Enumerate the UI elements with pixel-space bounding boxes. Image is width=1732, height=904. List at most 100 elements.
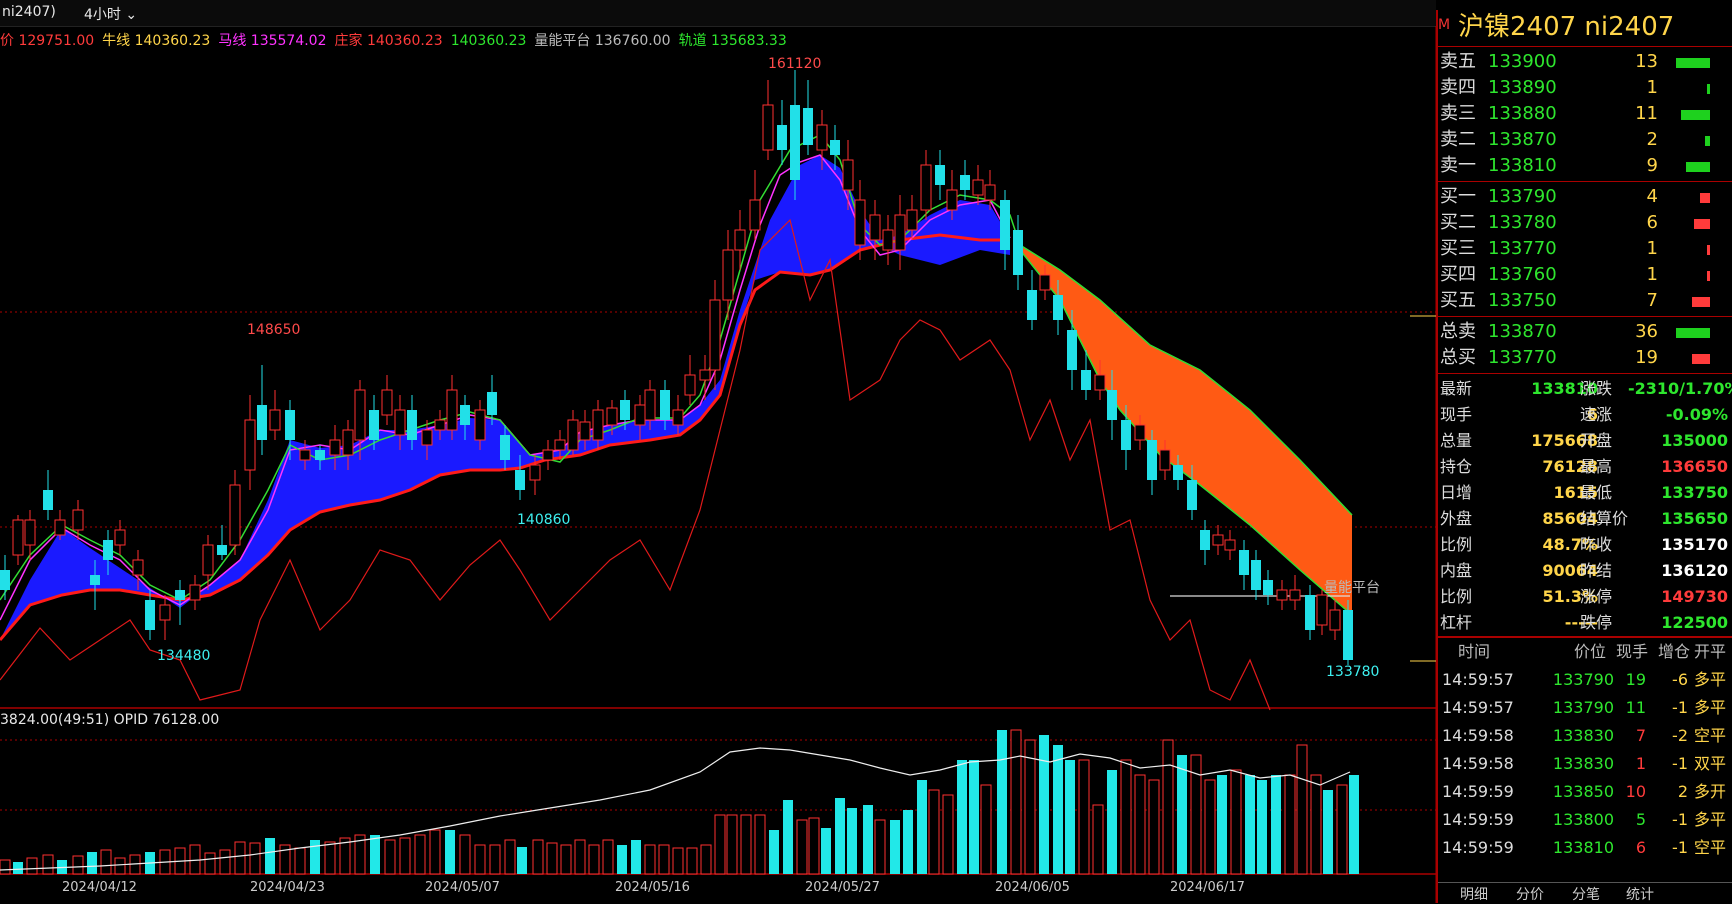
volume-bar	[1336, 784, 1348, 875]
quote-panel: M 沪镍2407 ni2407 卖五 133900 13 卖四 133890 1…	[1436, 10, 1732, 903]
volume-bar	[370, 835, 380, 874]
volume-bar	[354, 834, 366, 875]
candle-up	[229, 484, 241, 546]
candle-up	[542, 449, 554, 461]
tab-2[interactable]: 分笔	[1572, 887, 1600, 903]
candle-up	[762, 104, 774, 151]
candle-up	[906, 209, 918, 231]
book-row[interactable]: 买一 133790 4	[1438, 184, 1732, 210]
volume-bar	[1078, 759, 1090, 875]
stat-value: 85604	[1542, 509, 1598, 528]
book-label: 卖五	[1440, 51, 1476, 72]
stat-value: -0.09%	[1665, 405, 1728, 424]
book-price: 133790	[1488, 186, 1557, 207]
book-qty: 1	[1646, 238, 1658, 259]
book-qty: 13	[1635, 51, 1658, 72]
tab-1[interactable]: 分价	[1516, 887, 1544, 903]
volume-bar	[1310, 774, 1322, 875]
book-price: 133880	[1488, 103, 1557, 124]
trade-price: 133790	[1552, 698, 1614, 717]
candle-down	[1251, 560, 1261, 590]
candle-up	[1094, 374, 1106, 391]
stat-label: 持仓	[1440, 457, 1473, 476]
candle-down	[515, 470, 525, 490]
candle-down	[1000, 200, 1010, 250]
book-row[interactable]: 卖四 133890 1	[1438, 75, 1732, 101]
volume-bar	[1323, 790, 1333, 874]
book-row[interactable]: 买二 133780 6	[1438, 210, 1732, 236]
volume-bar	[602, 839, 614, 875]
book-row[interactable]: 卖二 133870 2	[1438, 127, 1732, 153]
volume-bar	[917, 780, 927, 874]
volume-bar	[942, 794, 954, 875]
candle-down	[620, 400, 630, 420]
tab-0[interactable]: 明细	[1460, 887, 1488, 903]
book-price: 133780	[1488, 212, 1557, 233]
volume-bar	[1257, 780, 1267, 874]
book-row[interactable]: 买五 133750 7	[1438, 288, 1732, 314]
volume-bar	[489, 844, 501, 875]
stat-row: 杠杆 ----- 跌停 122500	[1438, 610, 1732, 636]
candle-up	[54, 519, 66, 536]
date-tick: 2024/04/12	[62, 880, 137, 895]
candle-up	[529, 464, 541, 481]
contract-name: 沪镍2407 ni2407	[1458, 12, 1675, 42]
period-selector[interactable]: 4小时 ⌄	[84, 4, 137, 24]
stat-row: 外盘 85604 结算价 135650	[1438, 506, 1732, 532]
stat-row: 日增 1615 最低 133750	[1438, 480, 1732, 506]
candle-up	[554, 439, 566, 451]
stat-value: 76128	[1542, 457, 1598, 476]
candle-down	[145, 600, 155, 630]
volume-bar	[13, 862, 23, 874]
volume-bar	[769, 830, 779, 874]
book-row[interactable]: 卖三 133880 11	[1438, 101, 1732, 127]
stat-label: 昨收	[1580, 535, 1613, 554]
book-row[interactable]: 卖一 133810 9	[1438, 153, 1732, 179]
trade-inc: -1	[1672, 754, 1688, 773]
tab-3[interactable]: 统计	[1626, 887, 1654, 903]
book-price: 133750	[1488, 290, 1557, 311]
total-qty: 19	[1635, 347, 1658, 368]
candle-up	[72, 509, 84, 531]
volume-bar	[1134, 774, 1146, 875]
book-row[interactable]: 买三 133770 1	[1438, 236, 1732, 262]
volume-bar	[617, 845, 627, 874]
candle-down	[1081, 370, 1091, 390]
trade-row: 14:59:59 133810 6 -1 空平	[1438, 834, 1732, 862]
candle-up	[1039, 274, 1051, 291]
volume-bar	[1217, 775, 1227, 874]
volume-bar	[517, 847, 527, 874]
stat-label: 速涨	[1580, 405, 1613, 424]
candle-down	[487, 392, 497, 415]
market-marker: M	[1438, 17, 1451, 33]
candle-down	[935, 165, 945, 185]
book-qty-bar	[1676, 58, 1710, 68]
stat-label: 总量	[1440, 431, 1473, 450]
total-row: 总卖 133870 36	[1438, 319, 1732, 345]
total-price: 133770	[1488, 347, 1557, 368]
volume-bar	[459, 834, 471, 875]
volume-bar	[1271, 775, 1281, 874]
book-row[interactable]: 卖五 133900 13	[1438, 49, 1732, 75]
candle-up	[1134, 424, 1146, 441]
book-row[interactable]: 买四 133760 1	[1438, 262, 1732, 288]
candle-up	[749, 199, 761, 231]
candle-up	[434, 419, 446, 431]
stat-value: 6	[1586, 405, 1598, 424]
candle-down	[257, 405, 267, 440]
volume-bar	[1296, 744, 1308, 875]
candle-down	[1239, 550, 1249, 575]
volume-bar	[560, 844, 572, 875]
candle-up	[421, 429, 433, 446]
volume-bar	[399, 837, 411, 875]
date-tick: 2024/05/27	[805, 880, 880, 895]
candle-up	[842, 159, 854, 191]
chart-topbar: ni2407) 4小时 ⌄	[0, 0, 1436, 27]
stat-row: 比例 51.3% 涨停 149730	[1438, 584, 1732, 610]
stat-value: 136650	[1661, 457, 1728, 476]
trades-header: 时间 价位 现手 增仓 开平	[1438, 636, 1732, 666]
volume-bar	[1177, 755, 1187, 874]
trade-type: 双平	[1694, 754, 1727, 773]
candle-down	[1053, 295, 1063, 320]
price-chart[interactable]: 量能平台 161120 148650 134480 140860 133780	[0, 0, 1436, 903]
